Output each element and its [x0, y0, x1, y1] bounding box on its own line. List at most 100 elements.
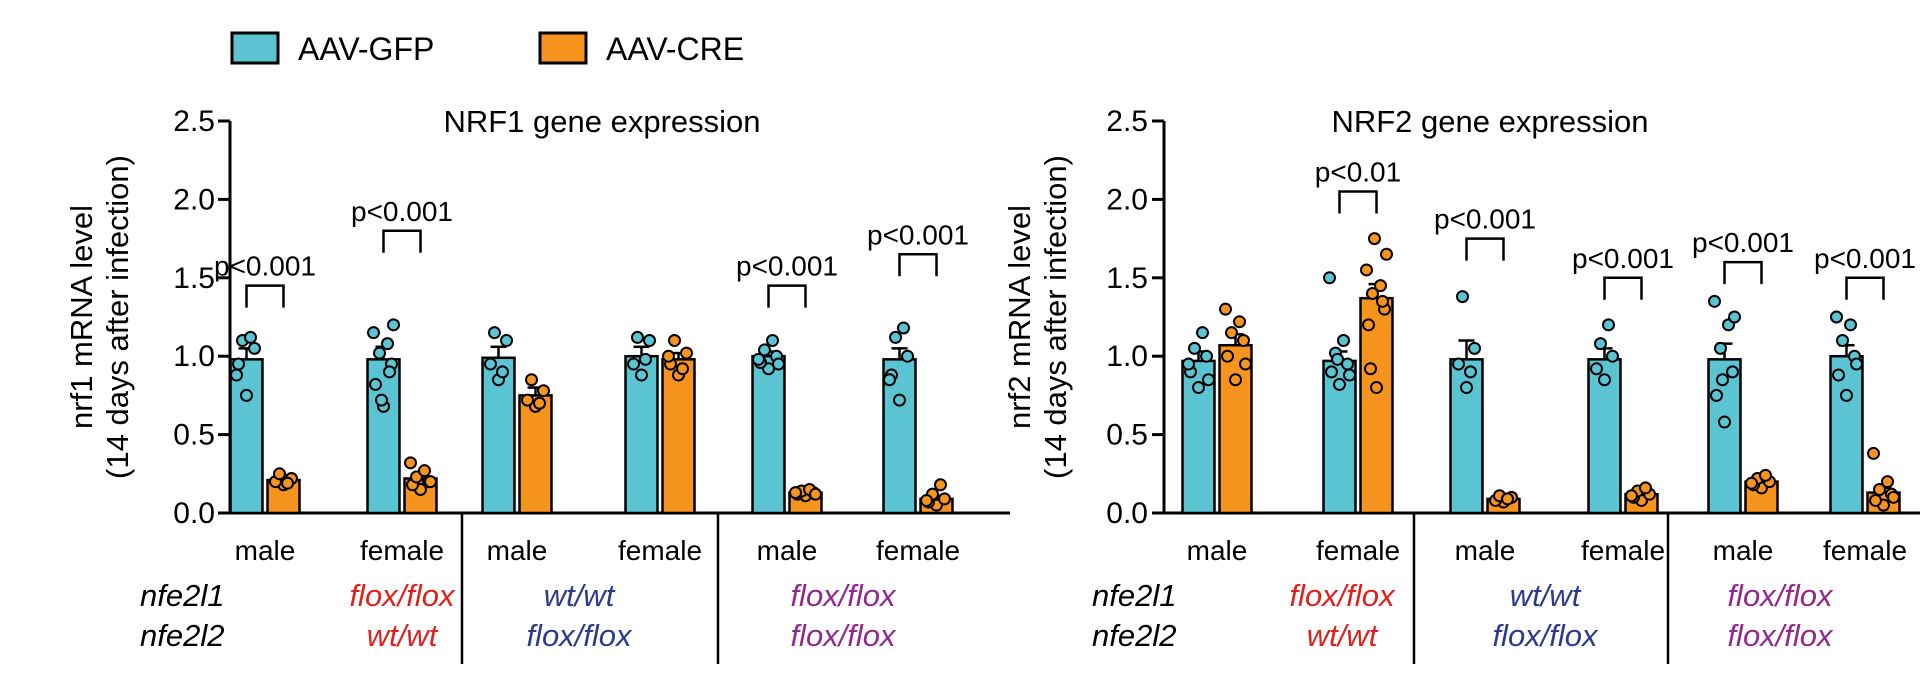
data-point — [680, 346, 693, 360]
genotype-label: flox/flox — [1289, 578, 1396, 613]
data-point — [1639, 481, 1652, 495]
group-label: female — [876, 535, 960, 566]
data-point — [232, 357, 245, 371]
data-point — [1368, 232, 1381, 246]
data-point — [1333, 377, 1346, 391]
chart-nrf2: 0.0 0.5 1.0 1.5 2.0 2.5 nrf2 mRNA level (14 day… — [1002, 104, 1920, 664]
data-point — [500, 334, 513, 348]
data-point — [1337, 334, 1350, 348]
bar-cre — [661, 358, 696, 515]
data-point — [639, 352, 652, 366]
group-label: male — [757, 535, 818, 566]
data-point — [387, 318, 400, 332]
genotype-label: flox/flox — [1727, 578, 1834, 613]
data-point — [1221, 349, 1234, 363]
y-axis-label-2: (14 days after infection) — [1038, 155, 1073, 479]
data-point — [889, 330, 902, 344]
legend-label-0: AAV-GFP — [298, 31, 434, 67]
y-tick-label: 2.0 — [1106, 183, 1148, 216]
data-point — [1710, 388, 1723, 402]
data-point — [676, 362, 689, 376]
y-tick-label: 2.5 — [1106, 105, 1148, 138]
group-label: male — [1187, 535, 1248, 566]
data-point — [758, 343, 771, 357]
data-point — [1362, 318, 1375, 332]
p-value-label: p<0.001 — [214, 251, 316, 282]
data-point — [1873, 482, 1886, 496]
group-label: female — [1581, 535, 1665, 566]
y-tick-label: 1.5 — [173, 262, 215, 295]
data-point — [533, 396, 546, 410]
group-label: female — [1823, 535, 1907, 566]
genotype-label: flox/flox — [349, 578, 456, 613]
data-point — [1364, 362, 1377, 376]
data-point — [643, 334, 656, 348]
data-point — [281, 476, 294, 490]
data-point — [938, 492, 951, 506]
data-point — [883, 373, 896, 387]
legend: AAV-GFP AAV-CRE — [230, 31, 744, 67]
group-label: male — [235, 535, 296, 566]
data-point — [627, 357, 640, 371]
data-point — [1456, 290, 1469, 304]
data-point — [383, 365, 396, 379]
group-label: male — [1455, 535, 1516, 566]
group-label: female — [1316, 535, 1400, 566]
significance-bracket — [898, 253, 938, 277]
p-value-label: p<0.001 — [351, 196, 453, 227]
group-label: male — [1713, 535, 1774, 566]
chart-nrf1: 0.0 0.5 1.0 1.5 2.0 2.5 nrf1 mRNA level (14 day… — [64, 104, 1010, 664]
data-point — [521, 393, 534, 407]
y-tick-label: 2.0 — [173, 183, 215, 216]
p-value-label: p<0.001 — [1434, 204, 1536, 235]
legend-swatch-0 — [230, 31, 280, 65]
data-point — [789, 486, 802, 500]
data-point — [1708, 294, 1721, 308]
chart-title: NRF1 gene expression — [443, 104, 760, 139]
data-point — [1192, 381, 1205, 395]
data-point — [1745, 476, 1758, 490]
p-value-label: p<0.001 — [867, 219, 969, 250]
data-point — [668, 334, 681, 348]
group-label: female — [360, 535, 444, 566]
significance-bracket — [1338, 190, 1378, 214]
data-point — [240, 388, 253, 402]
data-point — [1360, 263, 1373, 277]
data-point — [1376, 294, 1389, 308]
genotype-label: wt/wt — [1510, 578, 1582, 613]
p-value-label: p<0.001 — [1692, 227, 1794, 258]
data-point — [1464, 365, 1477, 379]
data-point — [230, 368, 243, 382]
significance-bracket — [1845, 276, 1885, 300]
significance-bracket — [1603, 276, 1643, 300]
data-point — [1728, 310, 1741, 324]
bar-gfp — [1322, 359, 1357, 515]
gene-name: nfe2l1 — [140, 578, 224, 613]
data-point — [1200, 349, 1213, 363]
significance-bracket — [245, 284, 285, 308]
data-point — [1718, 415, 1731, 429]
data-point — [369, 377, 382, 391]
p-value-label: p<0.001 — [1572, 243, 1674, 274]
data-point — [367, 326, 380, 340]
significance-bracket — [382, 229, 422, 253]
data-point — [809, 487, 822, 501]
data-point — [1202, 373, 1215, 387]
gene-name: nfe2l2 — [140, 618, 224, 653]
data-point — [404, 456, 417, 470]
y-tick-label: 2.5 — [173, 105, 215, 138]
data-point — [537, 384, 550, 398]
data-point — [381, 337, 394, 351]
data-point — [1867, 446, 1880, 460]
data-point — [1380, 247, 1393, 261]
y-tick-label: 0.0 — [173, 497, 215, 530]
data-point — [1452, 357, 1465, 371]
data-point — [1836, 334, 1849, 348]
p-value-label: p<0.01 — [1315, 157, 1401, 188]
data-point — [1590, 362, 1603, 376]
data-point — [1237, 334, 1250, 348]
data-point — [273, 467, 286, 481]
significance-bracket — [1465, 237, 1505, 261]
y-tick-label: 0.0 — [1106, 497, 1148, 530]
data-point — [1343, 368, 1356, 382]
